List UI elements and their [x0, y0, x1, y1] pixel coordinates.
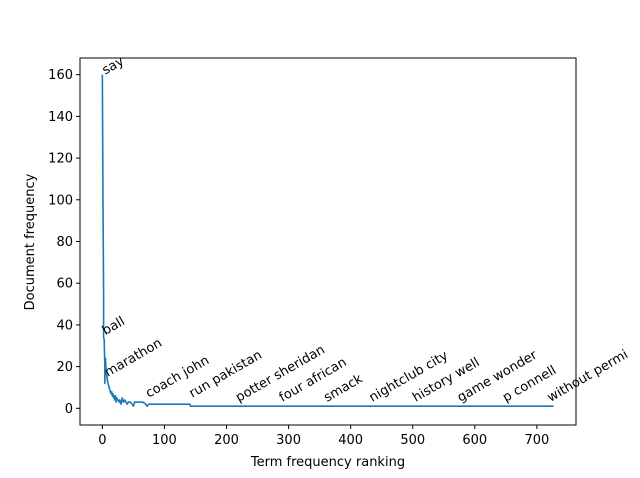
y-tick-label: 20: [56, 360, 73, 375]
x-tick-label: 700: [524, 433, 549, 448]
x-tick-label: 500: [400, 433, 425, 448]
y-tick-label: 140: [48, 110, 73, 125]
x-tick-label: 100: [152, 433, 177, 448]
x-axis-label: Term frequency ranking: [250, 455, 405, 470]
y-tick-label: 0: [65, 402, 73, 417]
series-line-0: [101, 74, 554, 408]
y-axis-label: Document frequency: [23, 173, 38, 310]
y-tick-label: 40: [56, 318, 73, 333]
x-tick-label: 400: [338, 433, 363, 448]
y-tick-label: 80: [56, 235, 73, 250]
x-tick-label: 600: [462, 433, 487, 448]
x-tick-label: 0: [98, 433, 106, 448]
y-tick-label: 120: [48, 152, 73, 167]
term-annotation: say: [100, 54, 127, 78]
x-tick-label: 300: [276, 433, 301, 448]
y-tick-label: 160: [48, 68, 73, 83]
y-tick-label: 100: [48, 193, 73, 208]
y-tick-label: 60: [56, 277, 73, 292]
x-tick-label: 200: [214, 433, 239, 448]
term-annotation: marathon: [102, 336, 164, 381]
